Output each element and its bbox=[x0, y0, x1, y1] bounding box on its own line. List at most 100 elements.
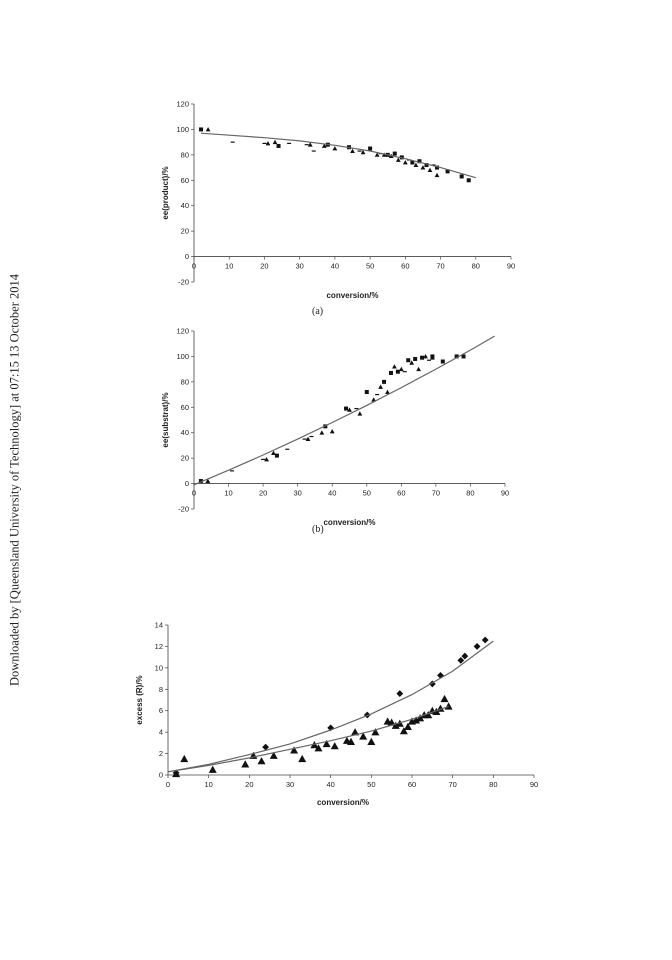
x-tick-label: 70 bbox=[448, 780, 456, 789]
data-point-triangle bbox=[412, 716, 421, 724]
x-tick-label: 90 bbox=[507, 262, 515, 271]
data-point-triangle bbox=[413, 162, 419, 167]
data-point-square bbox=[435, 165, 440, 170]
data-point-triangle bbox=[208, 765, 217, 773]
x-tick-label: 90 bbox=[530, 780, 538, 789]
data-point-triangle bbox=[391, 721, 400, 729]
x-tick-label: 30 bbox=[295, 262, 303, 271]
data-point-square bbox=[420, 355, 425, 360]
data-point-triangle bbox=[321, 143, 327, 148]
y-tick-label: 40 bbox=[181, 201, 189, 210]
x-tick-label: 10 bbox=[224, 489, 232, 498]
data-point-triangle bbox=[371, 728, 380, 736]
y-tick-label: 8 bbox=[159, 685, 163, 694]
fit-curve bbox=[200, 132, 476, 179]
y-tick-label: 100 bbox=[176, 125, 189, 134]
data-point-square bbox=[199, 127, 204, 132]
x-tick-label: 0 bbox=[166, 780, 170, 789]
data-point-triangle bbox=[332, 146, 338, 151]
caption-a: (a) bbox=[312, 306, 324, 317]
data-point-triangle bbox=[265, 141, 271, 146]
y-tick-label: 20 bbox=[181, 454, 189, 463]
y-axis-label: ee(product)/% bbox=[161, 166, 170, 219]
x-axis-label: conversion/% bbox=[317, 798, 369, 807]
data-point-triangle bbox=[416, 714, 425, 722]
y-tick-label: -20 bbox=[178, 278, 189, 287]
data-point-triangle bbox=[272, 139, 278, 145]
x-tick-label: 0 bbox=[192, 262, 196, 271]
data-point-triangle bbox=[322, 739, 331, 748]
data-point-square bbox=[388, 370, 393, 375]
x-tick-label: 80 bbox=[489, 780, 497, 789]
data-point-triangle bbox=[360, 149, 366, 155]
x-axis-label: conversion/% bbox=[323, 518, 375, 527]
x-tick-label: 40 bbox=[326, 780, 334, 789]
y-tick-label: 10 bbox=[155, 663, 163, 672]
y-tick-label: 0 bbox=[159, 771, 163, 780]
x-tick-label: 40 bbox=[331, 262, 339, 271]
y-tick-label: 100 bbox=[176, 352, 189, 361]
x-tick-label: 30 bbox=[293, 489, 301, 498]
data-point-triangle bbox=[434, 172, 440, 178]
y-tick-label: 0 bbox=[185, 252, 189, 261]
data-point-square bbox=[454, 354, 459, 359]
data-point-triangle bbox=[424, 711, 433, 719]
data-point-square bbox=[461, 354, 466, 359]
data-point-triangle bbox=[307, 142, 313, 147]
fit-curve bbox=[167, 705, 449, 773]
data-point-triangle bbox=[440, 694, 449, 703]
y-tick-label: 80 bbox=[181, 377, 189, 386]
data-point-triangle bbox=[205, 127, 211, 132]
data-point-diamond bbox=[461, 652, 469, 660]
data-point-triangle bbox=[409, 360, 415, 365]
x-tick-label: 50 bbox=[366, 262, 374, 271]
data-point-triangle bbox=[423, 354, 428, 359]
x-tick-label: 20 bbox=[260, 262, 268, 271]
y-tick-label: 12 bbox=[155, 642, 163, 651]
data-point-triangle bbox=[314, 744, 323, 752]
y-axis-label: excess (R)/% bbox=[135, 675, 144, 724]
y-tick-label: 4 bbox=[159, 728, 163, 737]
data-point-triangle bbox=[257, 757, 266, 765]
data-point-square bbox=[445, 169, 450, 174]
fit-curve bbox=[167, 640, 494, 773]
data-point-triangle bbox=[264, 457, 269, 462]
data-point-square bbox=[417, 159, 422, 164]
y-tick-label: 2 bbox=[159, 749, 163, 758]
data-point-triangle bbox=[330, 742, 339, 750]
data-point-triangle bbox=[298, 754, 307, 763]
x-tick-label: 20 bbox=[259, 489, 267, 498]
data-point-diamond bbox=[437, 671, 444, 679]
data-point-triangle bbox=[427, 167, 433, 173]
y-tick-label: 60 bbox=[181, 176, 189, 185]
data-point-square bbox=[344, 406, 349, 411]
data-point-square bbox=[364, 390, 369, 395]
data-point-triangle bbox=[347, 407, 352, 412]
data-point-triangle bbox=[305, 436, 311, 441]
data-point-diamond bbox=[396, 690, 404, 697]
data-point-triangle bbox=[172, 769, 181, 778]
data-point-square bbox=[274, 453, 279, 458]
data-point-triangle bbox=[329, 429, 335, 434]
x-tick-label: 60 bbox=[408, 780, 416, 789]
data-point-triangle bbox=[402, 160, 408, 165]
data-point-triangle bbox=[319, 430, 325, 435]
data-point-square bbox=[440, 359, 445, 364]
data-point-square bbox=[276, 143, 281, 148]
data-point-triangle bbox=[374, 152, 380, 157]
data-point-square bbox=[392, 151, 397, 156]
data-point-square bbox=[406, 358, 411, 363]
data-point-triangle bbox=[416, 366, 422, 372]
x-tick-label: 80 bbox=[466, 489, 474, 498]
data-point-square bbox=[413, 356, 418, 361]
data-point-triangle bbox=[398, 366, 404, 372]
data-point-triangle bbox=[392, 364, 397, 369]
x-tick-label: 20 bbox=[245, 780, 253, 789]
y-tick-label: 60 bbox=[181, 403, 189, 412]
data-point-square bbox=[198, 479, 203, 484]
caption-b: (b) bbox=[312, 524, 324, 535]
data-point-triangle bbox=[371, 397, 377, 402]
data-point-triangle bbox=[385, 389, 390, 394]
